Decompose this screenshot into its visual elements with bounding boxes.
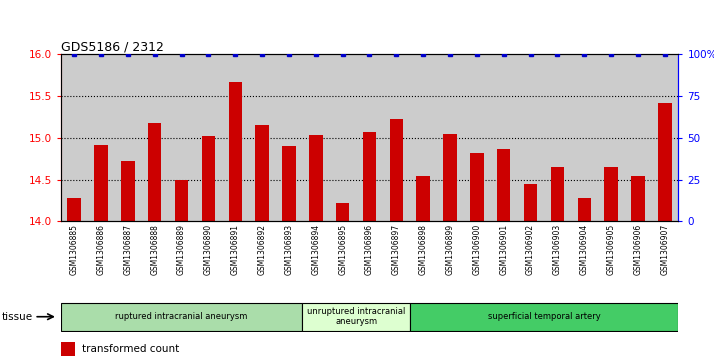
Bar [121,161,134,221]
Text: GSM1306895: GSM1306895 [338,224,347,275]
Bar [416,176,430,221]
Text: GSM1306889: GSM1306889 [177,224,186,275]
Bar [631,176,645,221]
Bar [363,132,376,221]
Text: GSM1306905: GSM1306905 [607,224,615,275]
Bar [309,135,323,221]
Text: GSM1306892: GSM1306892 [258,224,266,275]
Text: GDS5186 / 2312: GDS5186 / 2312 [61,40,164,53]
Text: GSM1306893: GSM1306893 [284,224,293,275]
FancyBboxPatch shape [61,302,302,331]
Text: GSM1306899: GSM1306899 [446,224,455,275]
Text: tissue: tissue [1,312,33,322]
Bar [61,342,75,356]
Text: GSM1306890: GSM1306890 [204,224,213,275]
Text: GSM1306906: GSM1306906 [633,224,643,275]
Text: GSM1306887: GSM1306887 [124,224,132,275]
Text: GSM1306886: GSM1306886 [96,224,106,275]
Text: transformed count: transformed count [82,344,179,354]
Text: GSM1306898: GSM1306898 [418,224,428,275]
Bar [201,136,215,221]
Bar [175,180,188,221]
Text: GSM1306896: GSM1306896 [365,224,374,275]
Bar [336,203,349,221]
Bar [471,153,483,221]
FancyBboxPatch shape [410,302,678,331]
Text: GSM1306907: GSM1306907 [660,224,669,275]
Text: GSM1306888: GSM1306888 [150,224,159,274]
Text: ruptured intracranial aneurysm: ruptured intracranial aneurysm [116,312,248,321]
Bar [228,82,242,221]
Bar [282,146,296,221]
Bar [524,184,538,221]
Text: GSM1306902: GSM1306902 [526,224,535,275]
Text: GSM1306897: GSM1306897 [392,224,401,275]
Text: GSM1306903: GSM1306903 [553,224,562,275]
Text: GSM1306904: GSM1306904 [580,224,589,275]
Bar [256,126,268,221]
Bar [94,144,108,221]
Bar [605,167,618,221]
Text: GSM1306885: GSM1306885 [70,224,79,275]
Bar [550,167,564,221]
Text: GSM1306891: GSM1306891 [231,224,240,275]
Bar [390,119,403,221]
Bar [497,149,511,221]
FancyBboxPatch shape [302,302,410,331]
Bar [443,134,457,221]
Text: superficial temporal artery: superficial temporal artery [488,312,600,321]
Text: GSM1306901: GSM1306901 [499,224,508,275]
Bar [658,103,672,221]
Text: unruptured intracranial
aneurysm: unruptured intracranial aneurysm [307,307,406,326]
Bar [148,123,161,221]
Bar [578,198,591,221]
Text: GSM1306894: GSM1306894 [311,224,321,275]
Text: GSM1306900: GSM1306900 [473,224,481,275]
Bar [67,198,81,221]
